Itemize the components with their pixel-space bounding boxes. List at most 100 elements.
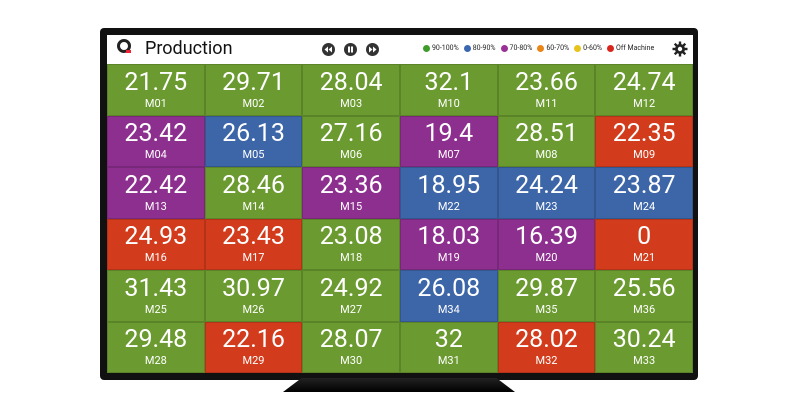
screen: Production 90-100% 80-90% 70-80% 60-70% 0-60… (107, 35, 693, 373)
machine-tile: 23.08 M18 (302, 218, 400, 270)
machine-tile: 23.87 M24 (595, 167, 693, 219)
machine-name: M10 (437, 96, 460, 110)
machine-name: M24 (633, 199, 656, 213)
logo (117, 39, 131, 53)
machine-value: 25.56 (612, 273, 676, 303)
legend-item: 60-70% (537, 44, 569, 52)
machine-name: M32 (535, 354, 558, 368)
machine-value: 19.4 (424, 119, 474, 149)
machine-value: 29.71 (222, 67, 285, 97)
legend-dot (574, 44, 582, 52)
legend-label: 80-90% (472, 44, 496, 52)
machine-name: M35 (535, 302, 558, 316)
machine-name: M21 (633, 251, 656, 265)
machine-tile: 32.1 M10 (399, 64, 498, 116)
machine-name: M36 (633, 302, 656, 316)
machine-name: M25 (144, 302, 167, 316)
machine-value: 24.24 (515, 170, 578, 200)
machine-value: 22.16 (222, 325, 285, 355)
machine-value: 18.03 (417, 222, 481, 252)
machine-tile: 23.42 M04 (107, 115, 205, 167)
machine-tile: 28.02 M32 (497, 321, 596, 373)
machine-tile: 22.16 M29 (204, 321, 303, 373)
machine-tile: 21.75 M01 (107, 64, 205, 116)
machine-name: M11 (535, 96, 558, 110)
machine-name: M13 (144, 199, 167, 213)
rewind-button[interactable] (322, 43, 335, 56)
machine-value: 23.08 (319, 222, 383, 252)
machine-tile: 24.93 M16 (107, 218, 205, 270)
machine-name: M14 (242, 199, 265, 213)
machine-value: 28.51 (515, 119, 578, 149)
machine-tile: 18.95 M22 (399, 167, 498, 219)
machine-name: M33 (633, 354, 656, 368)
machine-name: M12 (633, 96, 656, 110)
machine-value: 30.97 (222, 273, 285, 303)
machine-name: M06 (340, 148, 363, 162)
machine-name: M03 (340, 96, 363, 110)
machine-name: M15 (340, 199, 363, 213)
machine-name: M22 (437, 199, 460, 213)
title: Production (145, 38, 233, 59)
legend-label: 60-70% (546, 44, 570, 52)
machine-name: M29 (242, 354, 265, 368)
machine-value: 23.43 (222, 222, 285, 252)
tv-stand (283, 378, 515, 392)
machine-value: 22.35 (612, 119, 676, 149)
machine-name: M17 (242, 251, 265, 265)
legend-item: 90-100% (423, 44, 459, 52)
machine-tile: 16.39 M20 (497, 218, 596, 270)
machine-name: M08 (535, 148, 558, 162)
machine-value: 28.07 (319, 325, 383, 355)
machine-name: M09 (633, 148, 656, 162)
machine-tile: 31.43 M25 (107, 270, 205, 322)
machine-name: M02 (242, 96, 265, 110)
machine-tile: 29.48 M28 (107, 321, 205, 373)
forward-button[interactable] (366, 43, 379, 56)
machine-value: 28.02 (515, 325, 578, 355)
machine-value: 26.08 (417, 273, 481, 303)
pause-button[interactable] (344, 43, 357, 56)
machine-value: 24.92 (319, 273, 383, 303)
machine-tile: 22.35 M09 (595, 115, 693, 167)
legend-item: Off Machine (607, 44, 654, 52)
machine-value: 23.36 (319, 170, 383, 200)
machine-tile: 29.71 M02 (204, 64, 303, 116)
machine-name: M34 (437, 302, 460, 316)
machine-value: 28.04 (319, 67, 383, 97)
machine-tile: 24.92 M27 (302, 270, 400, 322)
machine-value: 29.48 (124, 325, 188, 355)
machine-tile: 28.07 M30 (302, 321, 400, 373)
machine-tile: 23.43 M17 (204, 218, 303, 270)
machine-value: 24.93 (124, 222, 188, 252)
machine-tile: 22.42 M13 (107, 167, 205, 219)
machine-tile: 23.36 M15 (302, 167, 400, 219)
legend-item: 80-90% (463, 44, 496, 52)
machine-tile: 26.13 M05 (204, 115, 303, 167)
machine-value: 31.43 (124, 273, 188, 303)
machine-tile: 24.74 M12 (595, 64, 693, 116)
legend: 90-100% 80-90% 70-80% 60-70% 0-60% Off Machin… (423, 44, 654, 52)
legend-dot (537, 44, 545, 52)
machine-tile: 29.87 M35 (497, 270, 596, 322)
settings-button[interactable] (672, 41, 688, 57)
legend-dot (423, 44, 430, 52)
machine-name: M30 (340, 354, 363, 368)
machine-value: 26.13 (222, 119, 285, 149)
machine-value: 32 (434, 325, 463, 355)
machine-tile: 19.4 M07 (399, 115, 498, 167)
machine-value: 21.75 (124, 67, 188, 97)
machine-name: M20 (535, 251, 558, 265)
machine-name: M23 (535, 199, 558, 213)
header: Production 90-100% 80-90% 70-80% 60-70% 0-60… (107, 35, 693, 64)
machine-tile: 28.51 M08 (497, 115, 596, 167)
machine-tile: 18.03 M19 (399, 218, 498, 270)
machine-value: 27.16 (319, 119, 383, 149)
machine-value: 24.74 (612, 67, 676, 97)
machine-value: 18.95 (417, 170, 481, 200)
legend-label: 90-100% (432, 44, 459, 52)
machine-tile: 28.04 M03 (302, 64, 400, 116)
machine-tile: 27.16 M06 (302, 115, 400, 167)
machine-value: 16.39 (515, 222, 578, 252)
legend-label: 70-80% (509, 44, 533, 52)
